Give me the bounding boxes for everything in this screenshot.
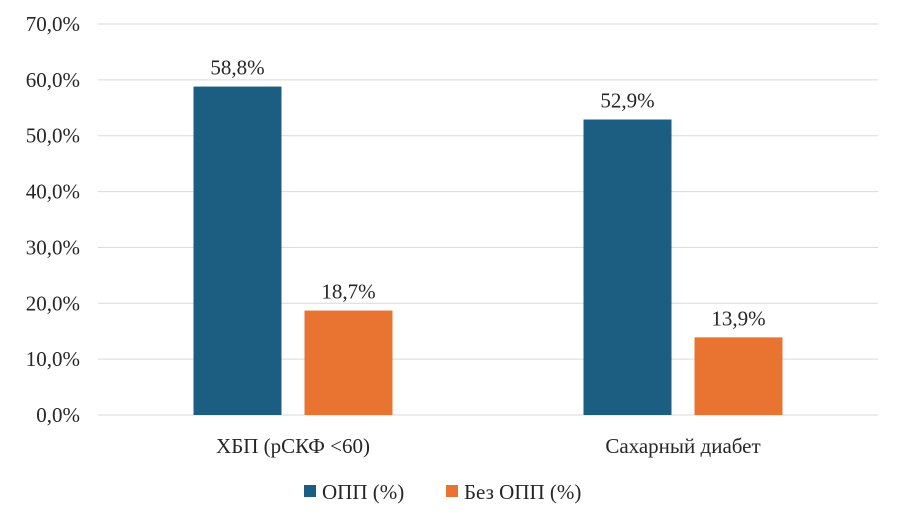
data-label: 18,7%: [321, 280, 375, 304]
y-tick-label: 50,0%: [26, 124, 80, 148]
legend-label: Без ОПП (%): [464, 480, 581, 504]
y-tick-label: 30,0%: [26, 235, 80, 259]
y-tick-label: 40,0%: [26, 180, 80, 204]
x-tick-label: ХБП (рСКФ <60): [216, 434, 370, 458]
bar: [583, 119, 672, 415]
y-tick-label: 10,0%: [26, 347, 80, 371]
y-tick-label: 20,0%: [26, 291, 80, 315]
x-tick-label: Сахарный диабет: [605, 434, 760, 458]
bar: [193, 86, 282, 415]
y-tick-label: 0,0%: [36, 403, 80, 427]
data-label: 52,9%: [600, 89, 654, 113]
x-axis: ХБП (рСКФ <60) Сахарный диабет: [216, 434, 761, 458]
data-label: 13,9%: [711, 306, 765, 330]
y-axis: 0,0% 10,0% 20,0% 30,0% 40,0% 50,0% 60,0% 70,0%: [26, 12, 80, 427]
y-tick-label: 60,0%: [26, 68, 80, 92]
legend-swatch: [304, 485, 316, 497]
legend-swatch: [446, 485, 458, 497]
bar: [304, 310, 393, 415]
legend-label: ОПП (%): [322, 480, 404, 504]
data-label: 58,8%: [210, 56, 264, 80]
bars: 58,8% 18,7% 52,9% 13,9%: [193, 56, 783, 415]
legend: ОПП (%) Без ОПП (%): [304, 480, 581, 504]
y-tick-label: 70,0%: [26, 12, 80, 36]
bar: [694, 337, 783, 415]
